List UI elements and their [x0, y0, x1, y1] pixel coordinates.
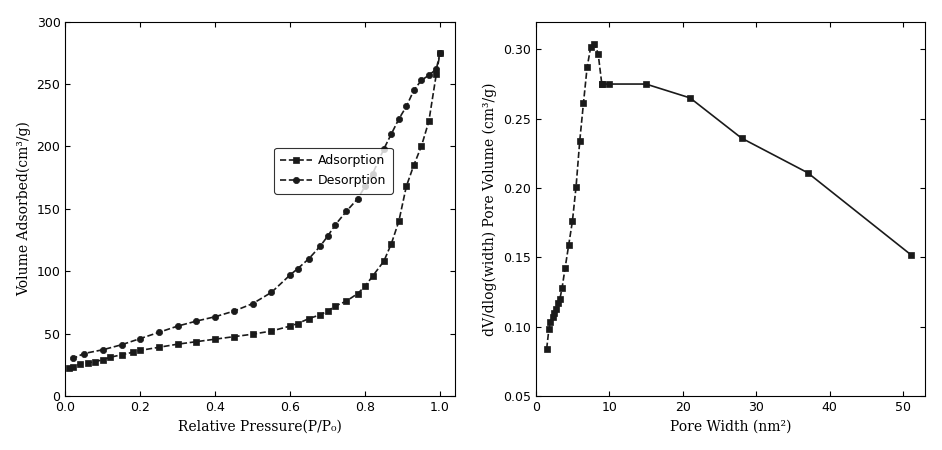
Adsorption — [89, 359, 101, 364]
Adsorption — [266, 328, 277, 334]
Desorption — [97, 347, 108, 352]
Adsorption — [74, 361, 86, 367]
Desorption — [400, 104, 412, 109]
Desorption — [330, 222, 341, 228]
Adsorption — [127, 350, 138, 355]
Adsorption — [303, 316, 315, 321]
Desorption — [434, 50, 446, 55]
Adsorption — [378, 258, 389, 264]
Desorption — [191, 318, 203, 324]
Adsorption — [352, 291, 364, 296]
Adsorption — [82, 360, 93, 365]
Adsorption — [322, 308, 333, 314]
Desorption — [284, 272, 296, 278]
Y-axis label: Volume Adsorbed(cm³/g): Volume Adsorbed(cm³/g) — [17, 122, 31, 296]
Legend: Adsorption, Desorption: Adsorption, Desorption — [274, 148, 393, 194]
Desorption — [341, 209, 352, 214]
Adsorption — [367, 274, 379, 279]
Adsorption — [430, 72, 442, 77]
Adsorption — [172, 342, 184, 347]
Desorption — [228, 308, 239, 314]
Adsorption — [393, 219, 404, 224]
Desorption — [154, 329, 165, 335]
Adsorption — [423, 119, 434, 124]
Desorption — [378, 146, 389, 152]
X-axis label: Pore Width (nm²): Pore Width (nm²) — [670, 419, 791, 433]
Y-axis label: dV/dlog(width) Pore Volume (cm³/g): dV/dlog(width) Pore Volume (cm³/g) — [483, 82, 497, 336]
Desorption — [352, 196, 364, 202]
Desorption — [67, 356, 78, 361]
Desorption — [430, 66, 442, 72]
Desorption — [315, 243, 326, 249]
Adsorption — [63, 366, 74, 371]
Adsorption — [284, 324, 296, 329]
Adsorption — [292, 321, 303, 326]
Desorption — [266, 290, 277, 295]
Desorption — [385, 131, 397, 137]
X-axis label: Relative Pressure(P/P₀): Relative Pressure(P/P₀) — [178, 419, 342, 433]
Adsorption — [415, 144, 427, 149]
Desorption — [408, 88, 419, 93]
Adsorption — [385, 241, 397, 247]
Desorption — [393, 116, 404, 122]
Adsorption — [97, 357, 108, 362]
Adsorption — [408, 162, 419, 168]
Line: Adsorption: Adsorption — [66, 50, 443, 371]
Line: Desorption: Desorption — [70, 50, 443, 362]
Adsorption — [315, 312, 326, 318]
Adsorption — [228, 334, 239, 339]
Desorption — [78, 351, 89, 356]
Adsorption — [105, 355, 116, 360]
Adsorption — [341, 298, 352, 304]
Adsorption — [400, 184, 412, 189]
Desorption — [360, 184, 371, 189]
Desorption — [303, 256, 315, 261]
Desorption — [172, 324, 184, 329]
Desorption — [415, 77, 427, 83]
Desorption — [423, 72, 434, 78]
Desorption — [135, 336, 146, 341]
Adsorption — [191, 339, 203, 344]
Adsorption — [67, 364, 78, 369]
Adsorption — [434, 50, 446, 55]
Desorption — [322, 234, 333, 239]
Adsorption — [247, 332, 258, 337]
Adsorption — [154, 345, 165, 350]
Desorption — [367, 171, 379, 176]
Desorption — [292, 266, 303, 271]
Adsorption — [135, 348, 146, 353]
Adsorption — [116, 352, 127, 357]
Desorption — [209, 314, 220, 319]
Desorption — [247, 301, 258, 306]
Desorption — [116, 342, 127, 347]
Adsorption — [330, 303, 341, 309]
Adsorption — [209, 337, 220, 342]
Adsorption — [360, 284, 371, 289]
